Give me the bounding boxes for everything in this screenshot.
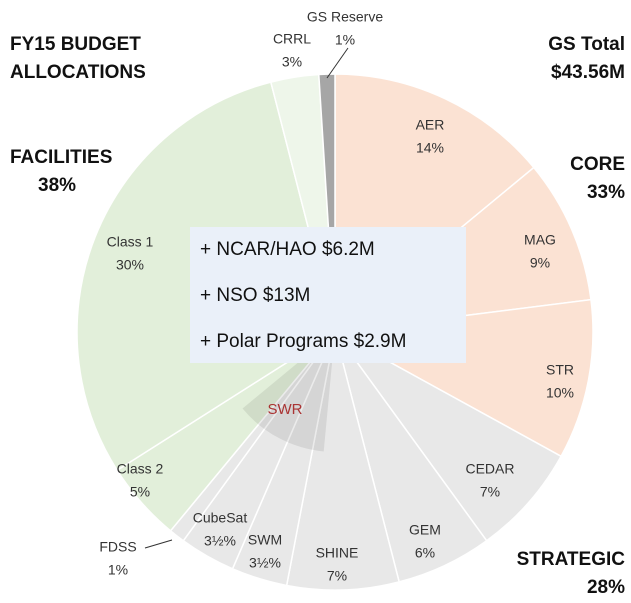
pie-slice <box>285 331 401 591</box>
annotation-box <box>190 227 466 363</box>
slice-label: MAG <box>524 232 556 248</box>
slice-label: Class 1 <box>107 234 154 250</box>
leader-line <box>326 47 349 79</box>
leader-line <box>144 539 173 549</box>
annotation: + NSO $13M <box>200 285 310 306</box>
slice-value-label: 7% <box>327 568 347 584</box>
slice-label: SWM <box>248 532 282 548</box>
slice-label: Class 2 <box>117 461 164 477</box>
slice-value-label: 1% <box>108 562 128 578</box>
slice-value-label: 6% <box>415 545 435 561</box>
group-value-label: 28% <box>587 577 625 598</box>
slice-label: STR <box>546 362 574 378</box>
slice-label: CRRL <box>273 31 311 47</box>
annotation: + Polar Programs $2.9M <box>200 331 406 352</box>
slice-value-label: 1% <box>335 32 355 48</box>
chart-title: ALLOCATIONS <box>10 62 146 83</box>
slice-value-label: 9% <box>530 255 550 271</box>
slice-label: CubeSat <box>193 510 248 526</box>
slice-value-label: 3½% <box>249 555 281 571</box>
slice-label: CEDAR <box>465 461 514 477</box>
group-value-label: 38% <box>38 175 76 196</box>
total-label: GS Total <box>548 34 625 55</box>
slice-label: GS Reserve <box>307 9 383 25</box>
slice-value-label: 5% <box>130 484 150 500</box>
subgroup-label: SWR <box>268 401 303 418</box>
group-value-label: 33% <box>587 182 625 203</box>
total-value: $43.56M <box>551 62 625 83</box>
slice-value-label: 3½% <box>204 533 236 549</box>
slice-label: AER <box>416 117 445 133</box>
slice-label: FDSS <box>99 539 136 555</box>
slice-label: GEM <box>409 522 441 538</box>
slice-value-label: 14% <box>416 140 444 156</box>
slice-value-label: 7% <box>480 484 500 500</box>
slice-value-label: 3% <box>282 54 302 70</box>
slice-label: SHINE <box>316 545 359 561</box>
group-label: STRATEGIC <box>517 549 626 570</box>
pie-slice <box>334 331 563 542</box>
group-label: FACILITIES <box>10 147 112 168</box>
group-label: CORE <box>570 154 625 175</box>
annotation: + NCAR/HAO $6.2M <box>200 239 375 260</box>
slice-value-label: 10% <box>546 385 574 401</box>
chart-title: FY15 BUDGET <box>10 34 141 55</box>
slice-value-label: 30% <box>116 257 144 273</box>
